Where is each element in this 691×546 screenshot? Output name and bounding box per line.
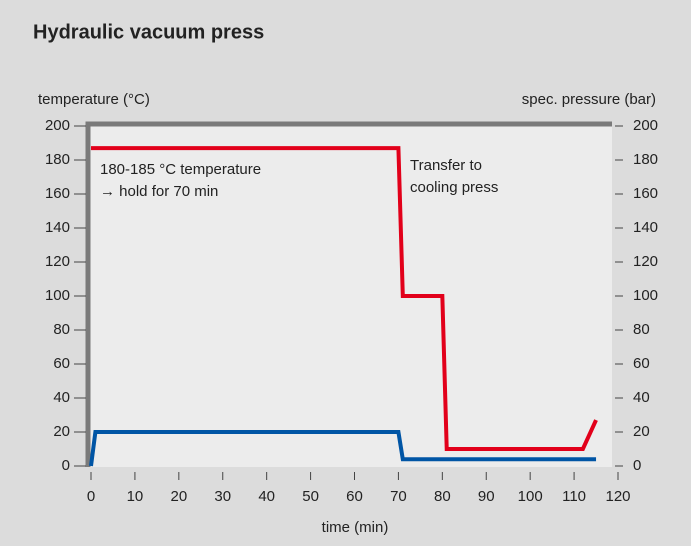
y-tick-label: 60 — [53, 355, 70, 372]
y2-tick-label: 180 — [633, 151, 658, 168]
y-tick-label: 120 — [45, 253, 70, 270]
y2-tick-label: 160 — [633, 185, 658, 202]
y2-axis-label: spec. pressure (bar) — [522, 91, 656, 108]
x-tick-label: 30 — [214, 488, 231, 505]
x-tick-label: 120 — [605, 488, 630, 505]
plot-area — [88, 124, 612, 467]
y-axis-label: temperature (°C) — [38, 91, 150, 108]
y2-tick-label: 140 — [633, 219, 658, 236]
x-tick-label: 20 — [170, 488, 187, 505]
y-tick-label: 140 — [45, 219, 70, 236]
annotation: 180-185 °C temperature — [100, 161, 261, 178]
y2-tick-label: 0 — [633, 457, 641, 474]
y-tick-label: 20 — [53, 423, 70, 440]
x-tick-label: 80 — [434, 488, 451, 505]
data-line — [91, 146, 598, 451]
annotation: → hold for 70 min — [100, 183, 218, 200]
y-tick-label: 40 — [53, 389, 70, 406]
x-axis-label: time (min) — [322, 519, 389, 536]
plot-frame — [85, 121, 612, 467]
annotation: Transfer to — [410, 157, 482, 174]
data-line — [89, 430, 597, 467]
y2-tick-label: 20 — [633, 423, 650, 440]
x-tick-label: 90 — [478, 488, 495, 505]
y2-tick-label: 100 — [633, 287, 658, 304]
y2-tick-label: 80 — [633, 321, 650, 338]
x-tick-label: 60 — [346, 488, 363, 505]
y-tick-label: 180 — [45, 151, 70, 168]
x-tick-label: 40 — [258, 488, 275, 505]
x-tick-label: 100 — [518, 488, 543, 505]
y2-tick-label: 60 — [633, 355, 650, 372]
annotation: cooling press — [410, 179, 498, 196]
x-tick-label: 50 — [302, 488, 319, 505]
y-tick-label: 80 — [53, 321, 70, 338]
y2-tick-label: 200 — [633, 117, 658, 134]
x-tick-label: 10 — [127, 488, 144, 505]
y-tick-label: 100 — [45, 287, 70, 304]
x-tick-label: 70 — [390, 488, 407, 505]
y2-tick-label: 120 — [633, 253, 658, 270]
y-tick-label: 160 — [45, 185, 70, 202]
y2-tick-label: 40 — [633, 389, 650, 406]
y-tick-label: 200 — [45, 117, 70, 134]
x-tick-label: 0 — [87, 488, 95, 505]
chart-title: Hydraulic vacuum press — [33, 21, 264, 43]
y-tick-label: 0 — [62, 457, 70, 474]
x-tick-label: 110 — [562, 488, 586, 505]
